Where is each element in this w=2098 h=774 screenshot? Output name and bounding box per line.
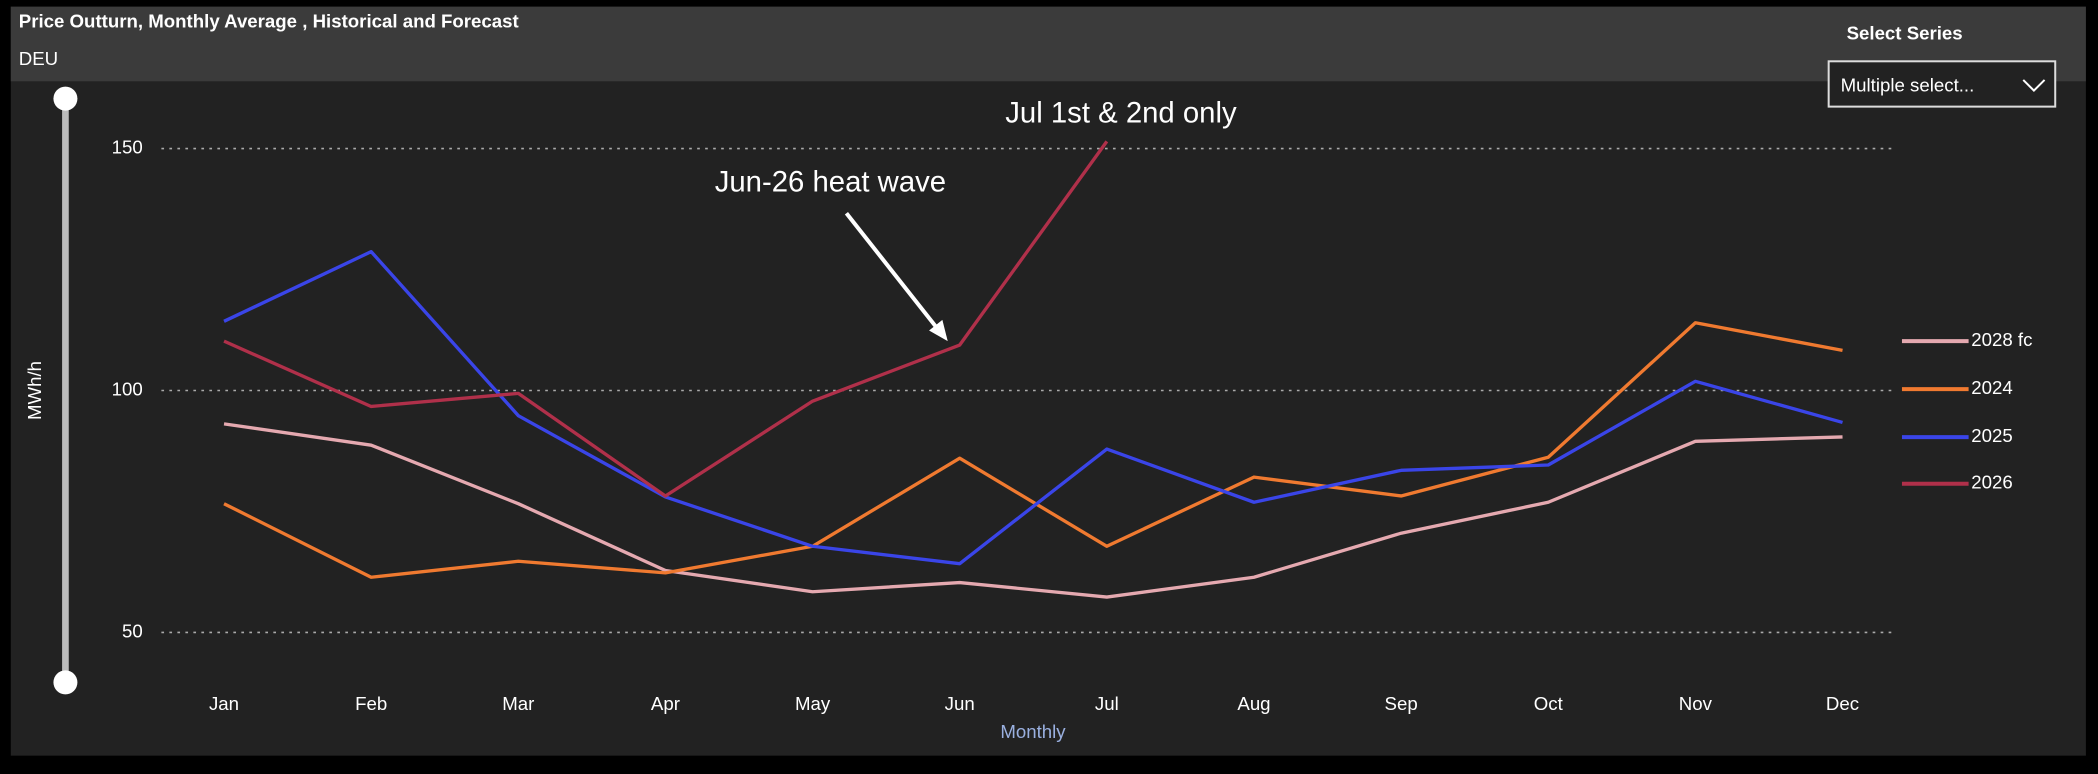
series-line <box>223 321 1843 579</box>
legend-label: 2026 <box>1971 472 2012 493</box>
series-line <box>223 422 1843 599</box>
x-tick-label: Jul <box>1095 693 1119 714</box>
chart-subtitle: DEU <box>19 48 58 69</box>
legend-label: 2024 <box>1971 377 2012 398</box>
x-tick-label: Oct <box>1534 693 1564 714</box>
x-tick-label: Jan <box>209 693 239 714</box>
x-tick-label: Feb <box>355 693 387 714</box>
series-dropdown[interactable]: Multiple select... <box>1827 60 2057 108</box>
slider-handle-bottom[interactable] <box>53 670 78 695</box>
dropdown-box[interactable] <box>1827 60 2057 108</box>
annotation: Jul 1st & 2nd only <box>1005 96 1237 129</box>
x-tick-label: Jun <box>945 693 975 714</box>
annotation-arrow <box>844 212 943 335</box>
series-line <box>223 140 1109 498</box>
y-tick-label: 150 <box>112 137 143 158</box>
chart-title: Price Outturn, Monthly Average , Histori… <box>19 11 519 32</box>
annotation: Jun-26 heat wave <box>715 166 946 199</box>
y-tick-label: 100 <box>112 378 143 399</box>
series-line <box>223 249 1843 566</box>
x-tick-label: Mar <box>502 693 534 714</box>
x-axis-label: Monthly <box>1000 721 1066 742</box>
chart-background <box>10 6 2086 756</box>
slider-handle-top[interactable] <box>53 86 78 111</box>
x-tick-label: Nov <box>1679 693 1713 714</box>
dropdown-value[interactable]: Multiple select... <box>1841 75 1975 96</box>
y-tick-label: 50 <box>122 620 143 641</box>
x-tick-label: Dec <box>1826 693 1859 714</box>
annotation-arrowhead <box>929 319 948 342</box>
dropdown-chevron[interactable] <box>2022 79 2046 93</box>
legend-label: 2025 <box>1971 425 2012 446</box>
x-tick-label: May <box>795 693 831 714</box>
x-tick-label: Sep <box>1385 693 1418 714</box>
x-tick-label: Aug <box>1237 693 1270 714</box>
y-axis-label: MWh/h <box>24 361 45 420</box>
legend-label: 2028 fc <box>1971 329 2032 350</box>
header-bar <box>10 6 2086 82</box>
x-tick-label: Apr <box>651 693 680 714</box>
range-slider[interactable] <box>53 86 78 695</box>
selector-label: Select Series <box>1847 23 1963 44</box>
